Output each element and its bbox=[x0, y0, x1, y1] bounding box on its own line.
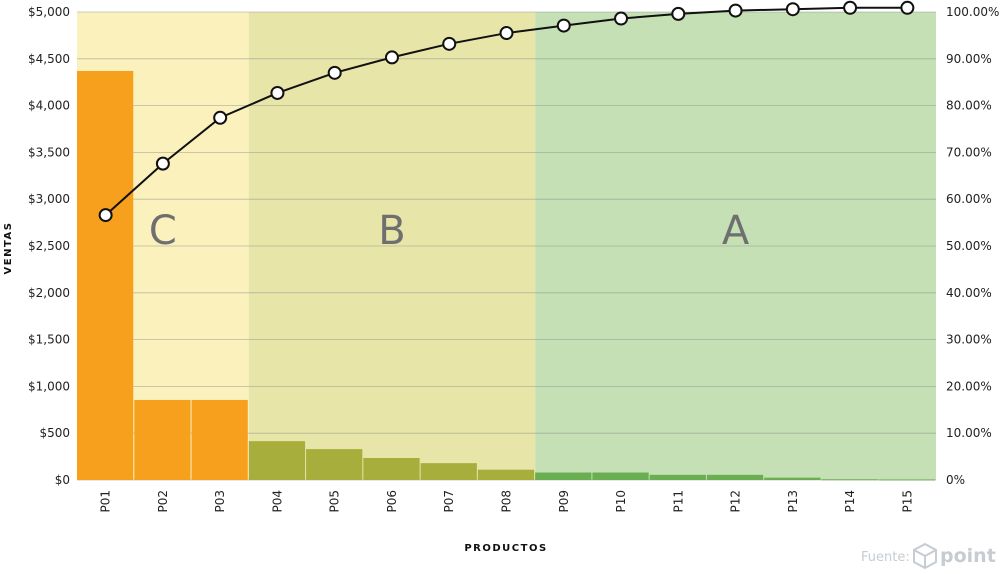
source-credit: Fuente: point bbox=[861, 542, 996, 570]
cumulative-point-p08 bbox=[499, 26, 514, 41]
x-tick-label: P13 bbox=[786, 490, 800, 513]
zone-label-a: A bbox=[722, 208, 750, 254]
cumulative-point-p05 bbox=[327, 65, 342, 80]
y-tick-label: $500 bbox=[39, 426, 70, 440]
cumulative-point-p14 bbox=[843, 0, 858, 15]
cumulative-point-p01 bbox=[98, 208, 113, 223]
bar-p11 bbox=[649, 474, 706, 480]
y2-tick-label: 30.00% bbox=[946, 333, 992, 347]
bar-p04 bbox=[248, 441, 306, 480]
cumulative-point-p06 bbox=[384, 50, 399, 65]
y-tick-label: $2,000 bbox=[28, 286, 70, 300]
cumulative-point-p11 bbox=[671, 6, 686, 21]
y2-tick-label: 90.00% bbox=[946, 52, 992, 66]
bar-series bbox=[77, 70, 935, 481]
bar-p13 bbox=[764, 477, 821, 480]
y-tick-label: $0 bbox=[55, 473, 70, 487]
x-tick-label: P09 bbox=[557, 490, 571, 513]
y-axis-title: VENTAS bbox=[3, 222, 14, 275]
cumulative-point-p09 bbox=[556, 18, 571, 33]
y2-tick-label: 50.00% bbox=[946, 239, 992, 253]
bar-p03 bbox=[191, 399, 248, 480]
x-axis: P01 P02 P03 P04 P05 P06 P07 P08 P09 P10 P11 P12 P13 P… bbox=[99, 490, 915, 513]
cube-logo-icon bbox=[913, 542, 937, 570]
y-tick-label: $4,500 bbox=[28, 52, 70, 66]
bar-p14 bbox=[821, 479, 878, 481]
y2-tick-label: 100.00% bbox=[946, 5, 999, 19]
cumulative-point-p07 bbox=[442, 36, 457, 51]
cumulative-point-p03 bbox=[213, 110, 228, 125]
x-tick-label: P14 bbox=[843, 490, 857, 513]
x-tick-label: P08 bbox=[500, 490, 514, 513]
x-tick-label: P03 bbox=[213, 490, 227, 513]
y2-tick-label: 60.00% bbox=[946, 192, 992, 206]
bar-p06 bbox=[363, 458, 420, 480]
y-tick-label: $5,000 bbox=[28, 5, 70, 19]
x-axis-title: PRODUCTOS bbox=[464, 543, 547, 554]
x-tick-label: P15 bbox=[900, 490, 914, 513]
x-tick-label: P06 bbox=[385, 490, 399, 513]
y-axis-left: $0 $500 $1,000 $1,500 $2,000 $2,500 $3,000 $3,5… bbox=[28, 5, 70, 487]
cumulative-point-p02 bbox=[155, 156, 170, 171]
bar-p10 bbox=[592, 472, 649, 480]
cumulative-line-series bbox=[98, 0, 915, 223]
y2-tick-label: 70.00% bbox=[946, 145, 992, 159]
bar-p09 bbox=[535, 472, 592, 480]
x-tick-label: P11 bbox=[671, 490, 685, 513]
cumulative-point-p12 bbox=[728, 3, 743, 18]
y-tick-label: $3,500 bbox=[28, 145, 70, 159]
y-tick-label: $2,500 bbox=[28, 239, 70, 253]
y2-tick-label: 80.00% bbox=[946, 99, 992, 113]
bar-p08 bbox=[477, 469, 535, 480]
y2-tick-label: 20.00% bbox=[946, 379, 992, 393]
bar-p01 bbox=[77, 70, 134, 480]
x-tick-label: P10 bbox=[614, 490, 628, 513]
brand-logo-text: point bbox=[940, 545, 996, 567]
cumulative-point-p10 bbox=[614, 11, 629, 26]
y2-tick-label: 0% bbox=[946, 473, 965, 487]
y-tick-label: $1,500 bbox=[28, 333, 70, 347]
x-tick-label: P07 bbox=[442, 490, 456, 513]
bar-p12 bbox=[706, 474, 764, 480]
x-tick-label: P01 bbox=[99, 490, 113, 513]
cumulative-point-p13 bbox=[785, 2, 800, 17]
y2-tick-label: 40.00% bbox=[946, 286, 992, 300]
zone-label-b: B bbox=[378, 208, 405, 254]
x-tick-label: P04 bbox=[270, 490, 284, 513]
cumulative-point-p15 bbox=[900, 0, 915, 15]
y-tick-label: $1,000 bbox=[28, 379, 70, 393]
y-tick-label: $4,000 bbox=[28, 99, 70, 113]
bar-p07 bbox=[420, 463, 477, 480]
x-tick-label: P02 bbox=[156, 490, 170, 513]
y-axis-right: 0% 10.00% 20.00% 30.00% 40.00% 50.00% 60.00% 70… bbox=[946, 5, 999, 487]
zone-label-c: C bbox=[149, 208, 177, 254]
source-label: Fuente: bbox=[861, 550, 910, 565]
y2-tick-label: 10.00% bbox=[946, 426, 992, 440]
x-tick-label: P05 bbox=[328, 490, 342, 513]
bar-p02 bbox=[134, 399, 191, 480]
x-tick-label: P12 bbox=[729, 490, 743, 513]
y-tick-label: $3,000 bbox=[28, 192, 70, 206]
bar-p05 bbox=[306, 449, 363, 480]
cumulative-point-p04 bbox=[270, 85, 285, 100]
bar-p15 bbox=[878, 479, 935, 481]
